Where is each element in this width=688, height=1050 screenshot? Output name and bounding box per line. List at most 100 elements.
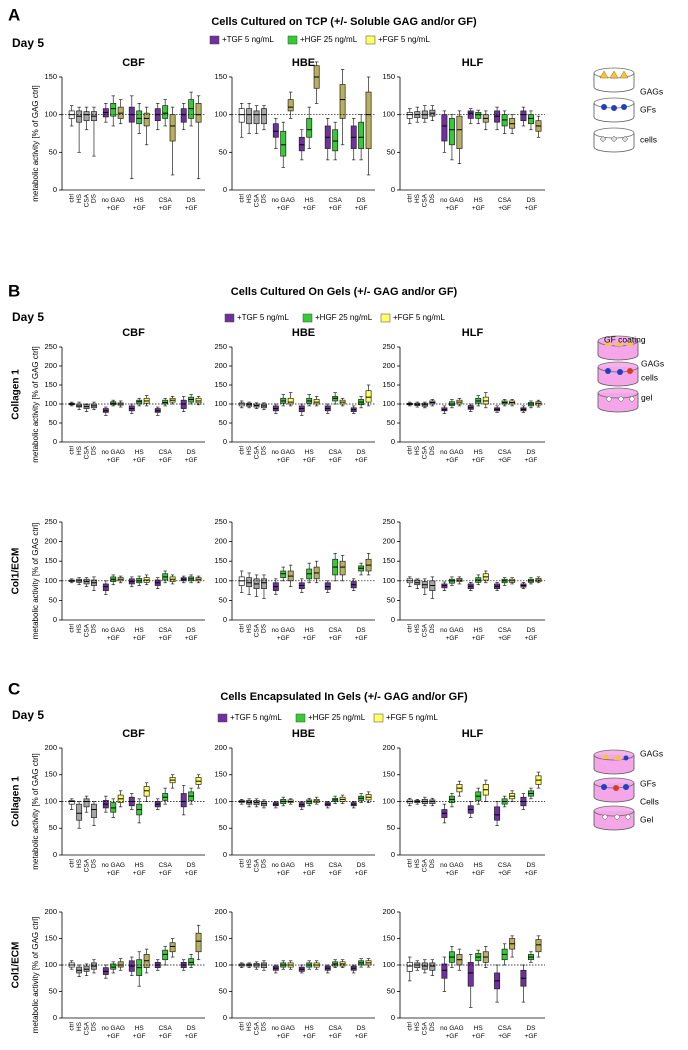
legend-label: +FGF 5 ng/mL bbox=[378, 35, 430, 44]
y-tick-label: 50 bbox=[387, 595, 395, 604]
x-tick-label: ctrl bbox=[238, 623, 245, 632]
y-tick-label: 50 bbox=[49, 147, 57, 156]
y-tick-label: 100 bbox=[44, 960, 57, 969]
x-tick-label-line: CSA bbox=[328, 1025, 342, 1032]
x-tick-label: ctrl bbox=[406, 858, 413, 867]
x-tick-label: HS bbox=[246, 193, 253, 203]
legend-swatch bbox=[295, 713, 306, 723]
x-tick-label: ctrl bbox=[406, 1021, 413, 1030]
x-tick-label: HS bbox=[76, 193, 83, 203]
y-tick-label: 150 bbox=[44, 556, 57, 565]
y-tick-label: 0 bbox=[391, 1013, 395, 1022]
panel-letter: A bbox=[8, 5, 20, 24]
x-tick-label-line: CSA bbox=[158, 627, 172, 634]
row-label: Col1/ECM bbox=[11, 942, 22, 989]
x-tick-label: ctrl bbox=[68, 1021, 75, 1030]
x-tick-label-line: DS bbox=[357, 862, 367, 869]
x-tick-label: CSA bbox=[83, 1021, 90, 1035]
y-tick-label: 0 bbox=[53, 185, 57, 194]
x-tick-label-line: +GF bbox=[498, 870, 511, 877]
x-tick-label: CSA +GF bbox=[328, 627, 342, 642]
y-tick-label: 0 bbox=[53, 850, 57, 859]
x-tick-label: DS +GF bbox=[355, 1025, 368, 1040]
x-tick-label-line: no GAG bbox=[272, 1025, 295, 1032]
y-tick-label: 0 bbox=[223, 1013, 227, 1022]
x-tick-label: HS +GF bbox=[303, 627, 316, 642]
y-tick-label: 150 bbox=[44, 933, 57, 942]
y-tick-label: 200 bbox=[44, 743, 57, 752]
x-tick-label: HS +GF bbox=[303, 449, 316, 464]
x-tick-label-line: +GF bbox=[159, 870, 172, 877]
x-tick-label: DS bbox=[261, 858, 268, 868]
x-tick-label: DS +GF bbox=[525, 862, 538, 877]
y-tick-label: 100 bbox=[214, 399, 227, 408]
x-tick-label-line: +GF bbox=[525, 1033, 538, 1040]
x-tick-label-line: +GF bbox=[107, 1033, 120, 1040]
row-label: Collagen 1 bbox=[11, 776, 22, 827]
y-tick-label: 250 bbox=[214, 517, 227, 526]
x-tick-label: ctrl bbox=[238, 445, 245, 454]
x-tick-label-line: DS bbox=[187, 627, 197, 634]
y-tick-label: 150 bbox=[382, 380, 395, 389]
x-tick-label-line: +GF bbox=[107, 457, 120, 464]
x-tick-label: CSA +GF bbox=[158, 1025, 172, 1040]
x-tick-label: CSA +GF bbox=[328, 197, 342, 212]
box bbox=[188, 958, 195, 966]
x-tick-label: ctrl bbox=[68, 445, 75, 454]
box bbox=[136, 110, 143, 125]
x-tick-label-line: +GF bbox=[329, 457, 342, 464]
box bbox=[406, 961, 413, 972]
x-tick-label-line: +GF bbox=[107, 635, 120, 642]
x-tick-label: HS +GF bbox=[133, 627, 146, 642]
box bbox=[180, 793, 187, 808]
x-tick-label-line: no GAG bbox=[272, 197, 295, 204]
x-tick-label: no GAG +GF bbox=[102, 449, 125, 464]
chart: CBF metabolic activity [% of GAG ctrl] Col… bbox=[11, 327, 205, 464]
y-tick-label: 150 bbox=[214, 72, 227, 81]
y-tick-label: 50 bbox=[219, 823, 227, 832]
x-tick-label: HS +GF bbox=[133, 197, 146, 212]
x-tick-label: DS +GF bbox=[185, 862, 198, 877]
y-tick-label: 250 bbox=[44, 517, 57, 526]
y-tick-label: 150 bbox=[44, 380, 57, 389]
x-tick-label-line: no GAG bbox=[272, 627, 295, 634]
x-tick-label-line: DS bbox=[526, 627, 536, 634]
y-tick-label: 100 bbox=[44, 576, 57, 585]
y-tick-label: 0 bbox=[53, 615, 57, 624]
x-tick-label: HS bbox=[246, 623, 253, 633]
y-tick-label: 250 bbox=[214, 342, 227, 351]
x-tick-label-line: +GF bbox=[472, 870, 485, 877]
x-tick-label: no GAG +GF bbox=[102, 862, 125, 877]
schematic-label: cells bbox=[641, 372, 658, 382]
x-tick-label: CSA bbox=[422, 623, 429, 637]
legend-swatch bbox=[209, 35, 220, 45]
y-tick-label: 100 bbox=[44, 796, 57, 805]
box bbox=[261, 108, 267, 125]
y-tick-label: 50 bbox=[387, 147, 395, 156]
x-tick-label: HS bbox=[246, 445, 253, 455]
row-label: Col1/ECM bbox=[11, 548, 22, 595]
x-tick-label-line: +GF bbox=[498, 205, 511, 212]
x-tick-label: no GAG +GF bbox=[272, 862, 295, 877]
x-tick-label-line: DS bbox=[187, 862, 197, 869]
x-tick-label-line: +GF bbox=[185, 1033, 198, 1040]
x-tick-label: ctrl bbox=[406, 623, 413, 632]
x-tick-label-line: +GF bbox=[525, 457, 538, 464]
box bbox=[261, 578, 267, 589]
x-tick-label: no GAG +GF bbox=[440, 862, 463, 877]
x-tick-label-line: HS bbox=[474, 862, 484, 869]
y-tick-label: 100 bbox=[382, 796, 395, 805]
y-tick-label: 100 bbox=[214, 796, 227, 805]
x-tick-label: CSA bbox=[422, 193, 429, 207]
box bbox=[238, 108, 245, 123]
legend-swatch bbox=[287, 35, 298, 45]
x-tick-label-line: DS bbox=[526, 197, 536, 204]
x-tick-label-line: +GF bbox=[133, 457, 146, 464]
y-tick-label: 100 bbox=[382, 960, 395, 969]
x-tick-label: DS bbox=[429, 623, 436, 633]
x-tick-label-line: DS bbox=[526, 1025, 536, 1032]
y-tick-label: 200 bbox=[382, 361, 395, 370]
